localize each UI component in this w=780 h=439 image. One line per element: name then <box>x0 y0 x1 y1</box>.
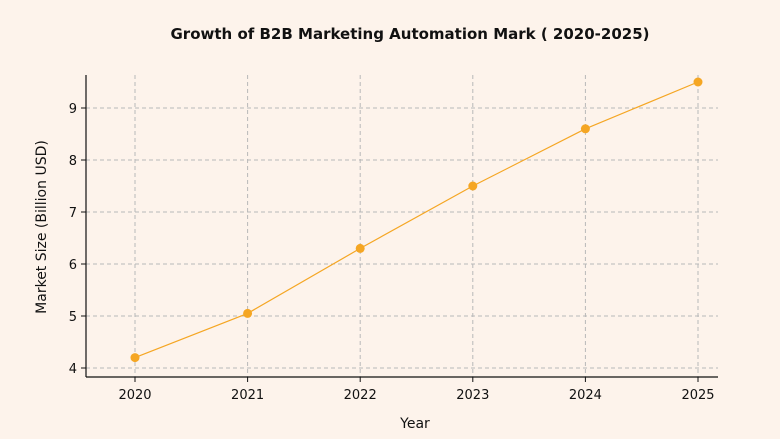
data-point <box>693 77 703 87</box>
x-tick-label: 2025 <box>681 388 714 403</box>
y-tick-label: 5 <box>69 310 77 325</box>
x-tick-label: 2021 <box>231 388 264 403</box>
x-tick-label: 2024 <box>569 388 602 403</box>
y-tick-label: 4 <box>69 362 77 377</box>
x-axis-label: Year <box>399 416 430 432</box>
x-tick-label: 2022 <box>344 388 377 403</box>
data-point <box>130 353 140 363</box>
series-line <box>134 81 699 359</box>
y-tick-label: 6 <box>69 258 77 273</box>
y-axis-label: Market Size (Billion USD) <box>34 140 50 314</box>
y-tick-label: 7 <box>69 206 77 221</box>
data-point <box>355 243 365 253</box>
chart-title: Growth of B2B Marketing Automation Mark … <box>171 25 650 43</box>
y-tick-label: 8 <box>69 154 77 169</box>
data-point <box>468 181 478 191</box>
x-tick-label: 2020 <box>118 388 151 403</box>
y-tick-label: 9 <box>69 102 77 117</box>
x-tick-label: 2023 <box>456 388 489 403</box>
data-point <box>243 308 253 318</box>
data-point <box>580 124 590 134</box>
